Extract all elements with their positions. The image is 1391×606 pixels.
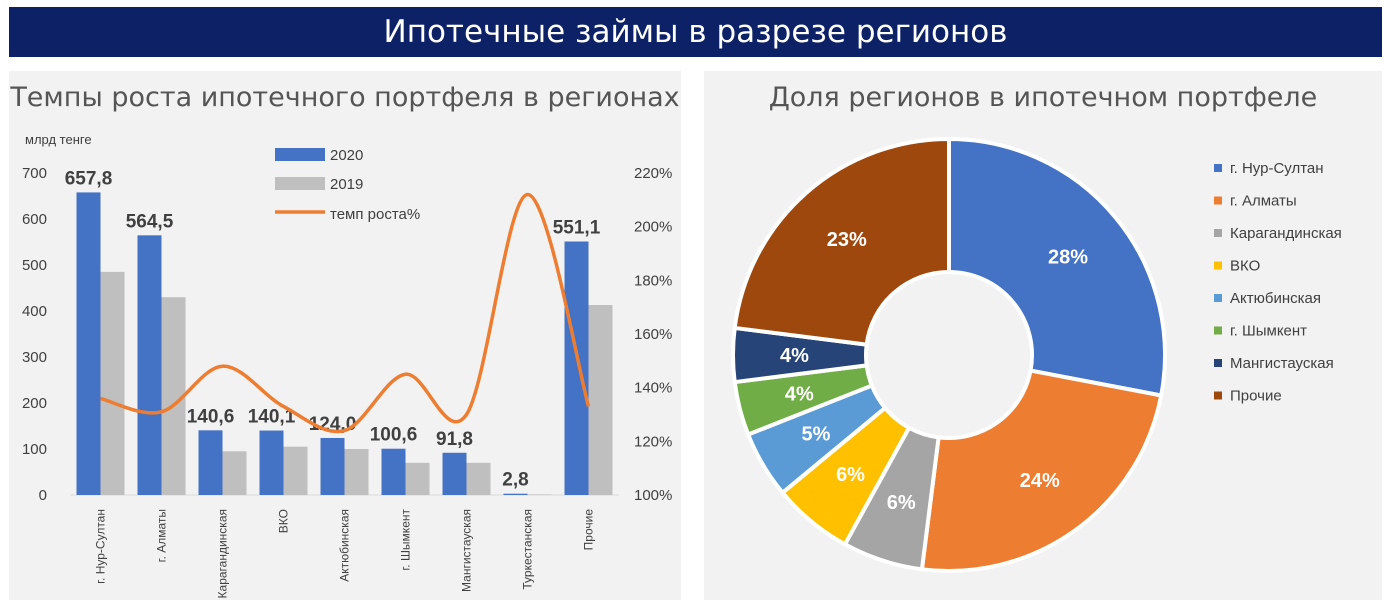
legend-label: г. Нур-Султан bbox=[1230, 160, 1324, 177]
x-tick-label: Актюбинская bbox=[338, 509, 352, 582]
bar-2019 bbox=[222, 451, 247, 495]
y2-tick-label: 140% bbox=[634, 380, 672, 397]
legend-label: г. Алматы bbox=[1230, 193, 1297, 210]
donut-slice bbox=[732, 136, 951, 347]
y2-tick-label: 180% bbox=[634, 272, 672, 289]
data-label-2020: 91,8 bbox=[436, 429, 473, 450]
x-tick-label: г. Алматы bbox=[155, 509, 169, 562]
bar-2019 bbox=[283, 446, 308, 495]
legend-marker bbox=[1214, 294, 1222, 302]
legend-swatch-2020 bbox=[275, 148, 325, 161]
slice-data-label: 6% bbox=[836, 464, 865, 486]
data-label-2020: 100,6 bbox=[370, 425, 418, 446]
legend-marker bbox=[1214, 391, 1222, 400]
legend-marker bbox=[1214, 359, 1222, 367]
slice-data-label: 6% bbox=[887, 492, 916, 514]
bar-2020 bbox=[259, 430, 284, 495]
legend-label: Мангистауская bbox=[1230, 355, 1334, 372]
legend-marker bbox=[1214, 164, 1222, 172]
slice-data-label: 23% bbox=[827, 229, 867, 251]
y-tick-label: 600 bbox=[22, 211, 47, 228]
banner-title: Ипотечные займы в разрезе регионов bbox=[9, 7, 1382, 57]
bar-2019 bbox=[100, 271, 125, 495]
data-label-2020: 140,6 bbox=[187, 406, 235, 427]
legend-label: Прочие bbox=[1230, 388, 1282, 405]
legend-marker bbox=[1214, 326, 1222, 335]
bar-2020 bbox=[76, 192, 101, 496]
data-label-2020: 140,1 bbox=[248, 407, 296, 428]
x-tick-label: Туркестанская bbox=[521, 509, 535, 590]
y-tick-label: 0 bbox=[39, 487, 47, 504]
y-axis-unit-label: млрд тенге bbox=[25, 132, 92, 147]
legend-marker bbox=[1214, 229, 1222, 237]
bar-2019 bbox=[588, 305, 613, 495]
y-tick-label: 100 bbox=[22, 441, 47, 458]
legend-marker bbox=[1214, 196, 1222, 205]
growth-chart-panel: Темпы роста ипотечного портфеля в регион… bbox=[9, 71, 681, 600]
legend-label-2020: 2020 bbox=[330, 147, 363, 164]
bar-2020 bbox=[503, 493, 528, 495]
y-tick-label: 400 bbox=[22, 303, 47, 320]
slice-data-label: 24% bbox=[1020, 470, 1060, 492]
bar-2019 bbox=[466, 462, 491, 495]
bar-2019 bbox=[344, 449, 369, 495]
y2-tick-label: 220% bbox=[634, 165, 672, 182]
data-label-2020: 551,1 bbox=[553, 217, 601, 238]
x-tick-label: Мангистауская bbox=[460, 509, 474, 592]
y2-tick-label: 160% bbox=[634, 326, 672, 343]
growth-bar-chart: млрд тенге 0 100 200 300 400 500 600 700 100% 120%… bbox=[22, 132, 672, 598]
bar-2020 bbox=[198, 430, 223, 495]
bar-2020 bbox=[320, 437, 345, 495]
x-tick-label: г. Шымкент bbox=[399, 509, 413, 571]
slice-data-label: 5% bbox=[802, 424, 831, 446]
data-label-2020: 2,8 bbox=[502, 470, 528, 491]
y2-tick-label: 100% bbox=[634, 487, 672, 504]
legend-label: Актюбинская bbox=[1230, 290, 1321, 307]
share-chart-title: Доля регионов в ипотечном портфеле bbox=[768, 82, 1318, 113]
legend-label: г. Шымкент bbox=[1230, 323, 1307, 340]
data-label-2020: 564,5 bbox=[126, 211, 174, 232]
x-tick-label: Прочие bbox=[582, 509, 596, 551]
legend-label: ВКО bbox=[1230, 258, 1260, 275]
x-tick-label: Карагандинская bbox=[216, 509, 230, 598]
y2-tick-label: 200% bbox=[634, 219, 672, 236]
bar-2020 bbox=[442, 452, 467, 495]
y-tick-label: 500 bbox=[22, 257, 47, 274]
legend-label: Карагандинская bbox=[1230, 225, 1342, 242]
slice-data-label: 28% bbox=[1048, 247, 1088, 269]
share-chart-panel: Доля регионов в ипотечном портфеле 28% 24… bbox=[704, 71, 1382, 600]
growth-rate-line bbox=[100, 192, 591, 434]
bar-2019 bbox=[405, 462, 430, 495]
data-label-2020: 657,8 bbox=[65, 168, 113, 189]
x-tick-label: г. Нур-Султан bbox=[94, 509, 108, 584]
y2-tick-label: 120% bbox=[634, 433, 672, 450]
legend-label-2019: 2019 bbox=[330, 176, 363, 193]
slice-data-label: 4% bbox=[780, 345, 809, 367]
y-tick-label: 700 bbox=[22, 165, 47, 182]
y-tick-label: 200 bbox=[22, 395, 47, 412]
y-tick-label: 300 bbox=[22, 349, 47, 366]
donut-slice bbox=[919, 368, 1164, 573]
donut-slice bbox=[947, 136, 1167, 398]
growth-chart-title: Темпы роста ипотечного портфеля в регион… bbox=[10, 82, 680, 113]
bar-2020 bbox=[137, 235, 162, 495]
legend-marker bbox=[1214, 261, 1222, 270]
x-tick-label: ВКО bbox=[277, 509, 291, 533]
bar-2020 bbox=[381, 448, 406, 495]
legend-label-growth: темп роста% bbox=[330, 206, 420, 223]
slice-data-label: 4% bbox=[785, 383, 814, 405]
legend-swatch-2019 bbox=[275, 177, 325, 190]
bar-2020 bbox=[564, 241, 589, 495]
bar-2019 bbox=[527, 494, 552, 495]
